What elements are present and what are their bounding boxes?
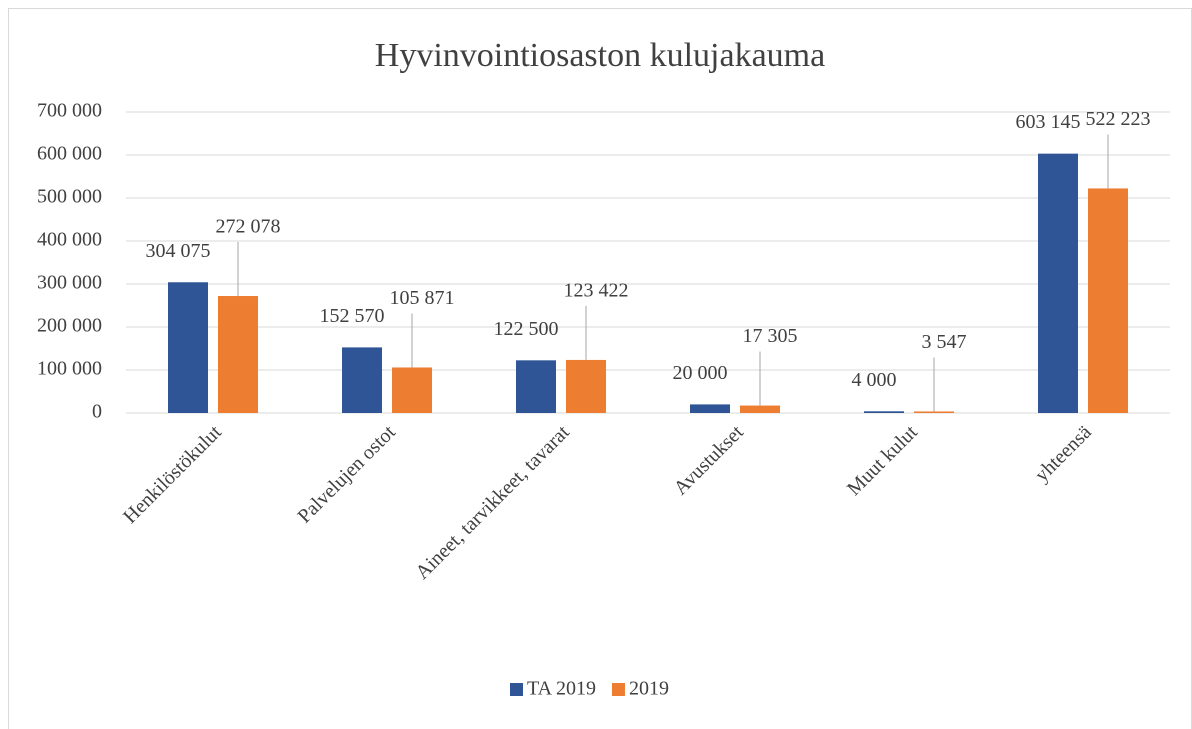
y-tick-label: 400 000 <box>37 229 102 251</box>
data-label: 152 570 <box>320 305 385 327</box>
data-label: 4 000 <box>852 369 897 391</box>
bar <box>168 282 208 413</box>
data-label: 3 547 <box>922 331 967 353</box>
data-label: 122 500 <box>494 318 559 340</box>
bar <box>1038 153 1078 413</box>
bar <box>864 411 904 413</box>
bar <box>566 359 606 413</box>
data-label: 105 871 <box>390 287 455 309</box>
bar <box>392 367 432 413</box>
y-tick-label: 600 000 <box>37 143 102 165</box>
bar <box>218 296 258 413</box>
legend-swatch <box>611 683 625 696</box>
bar <box>914 411 954 413</box>
data-label: 304 075 <box>146 240 211 262</box>
data-label: 603 145 <box>1016 111 1081 133</box>
legend-label: TA 2019 <box>527 678 596 700</box>
bar <box>1088 188 1128 413</box>
data-label: 17 305 <box>743 325 798 347</box>
y-tick-label: 500 000 <box>37 186 102 208</box>
data-label: 20 000 <box>673 362 728 384</box>
bar <box>740 405 780 413</box>
y-tick-label: 700 000 <box>37 100 102 122</box>
y-tick-label: 300 000 <box>37 272 102 294</box>
bar <box>516 360 556 413</box>
legend-label: 2019 <box>629 678 669 700</box>
data-label: 522 223 <box>1086 108 1151 130</box>
chart-title: Hyvinvointiosaston kulujakauma <box>375 37 825 74</box>
y-tick-label: 100 000 <box>37 358 102 380</box>
bar <box>342 347 382 413</box>
data-label: 272 078 <box>216 216 281 238</box>
y-tick-label: 200 000 <box>37 315 102 337</box>
data-label: 123 422 <box>564 280 629 302</box>
bar <box>690 404 730 413</box>
y-tick-label: 0 <box>92 401 102 423</box>
legend-swatch <box>510 683 523 696</box>
